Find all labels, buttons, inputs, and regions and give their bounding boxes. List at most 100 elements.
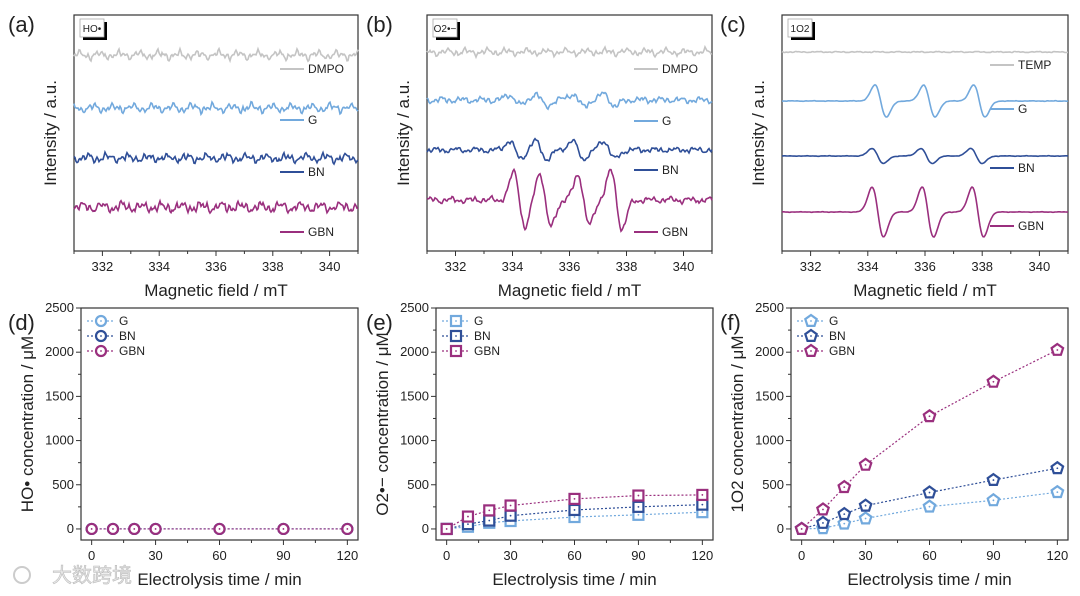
spectrum-g bbox=[426, 91, 713, 111]
panel-e: (e) 0 30 60 90 120 Electrolysis time / min O2•−… bbox=[366, 300, 714, 589]
spectrum-g bbox=[73, 100, 359, 117]
marker-center bbox=[1056, 491, 1059, 494]
marker-center bbox=[800, 528, 803, 530]
y-tick-label: 1500 bbox=[45, 388, 74, 403]
x-tick-label: 336 bbox=[559, 259, 581, 274]
species-tag: O2•− bbox=[432, 18, 460, 40]
marker-center bbox=[928, 491, 931, 494]
watermark-logo-icon bbox=[13, 566, 31, 584]
marker-center bbox=[810, 335, 812, 337]
marker-center bbox=[637, 513, 640, 516]
x-tick-label: 338 bbox=[616, 259, 638, 274]
x-tick-label: 60 bbox=[567, 548, 581, 563]
species-tag-label: O2•− bbox=[434, 24, 457, 35]
marker-center bbox=[100, 335, 102, 337]
panel-label: (f) bbox=[720, 310, 741, 335]
marker-center bbox=[346, 528, 349, 530]
legend-label-bn: BN bbox=[119, 329, 136, 343]
x-tick-label: 338 bbox=[971, 259, 993, 274]
species-tag-label: HO• bbox=[83, 24, 102, 35]
legend-label-bn: BN bbox=[829, 329, 846, 343]
y-tick-label: 500 bbox=[762, 477, 784, 492]
panel-label: (b) bbox=[366, 12, 393, 37]
marker-center bbox=[822, 522, 824, 524]
legend-label-g: G bbox=[119, 314, 128, 328]
panel-b: (b) 332 334 336 338 340 Magnetic field / mT Int… bbox=[366, 12, 713, 300]
x-tick-label: 90 bbox=[986, 548, 1000, 563]
y-axis-label: 1O2 concentration / μM bbox=[728, 335, 747, 512]
legend-label-g: G bbox=[662, 114, 671, 128]
marker-center bbox=[701, 511, 704, 514]
panel-label: (d) bbox=[8, 310, 35, 335]
x-tick-label: 334 bbox=[148, 259, 170, 274]
marker-center bbox=[810, 320, 812, 322]
panel-label: (c) bbox=[720, 12, 746, 37]
y-tick-label: 1500 bbox=[755, 388, 784, 403]
x-tick-label: 0 bbox=[798, 548, 805, 563]
legend-label-temp: TEMP bbox=[1018, 58, 1051, 72]
panel-c: (c) 332 334 336 338 340 Magnetic field / mT Int… bbox=[720, 12, 1069, 300]
x-tick-label: 332 bbox=[800, 259, 822, 274]
panel-label: (a) bbox=[8, 12, 35, 37]
y-axis-label: O2•− concentration / μM bbox=[373, 332, 392, 515]
marker-center bbox=[467, 523, 469, 525]
marker-center bbox=[843, 486, 846, 489]
legend-label-gbn: GBN bbox=[829, 344, 855, 358]
legend-label-g: G bbox=[1018, 102, 1027, 116]
x-tick-label: 60 bbox=[922, 548, 936, 563]
legend-label-gbn: GBN bbox=[474, 344, 500, 358]
marker-center bbox=[864, 504, 867, 507]
watermark-text: 大数跨境 bbox=[52, 564, 132, 587]
marker-center bbox=[445, 528, 448, 530]
marker-center bbox=[701, 494, 704, 496]
marker-center bbox=[455, 350, 457, 352]
legend-label-dmpo: DMPO bbox=[662, 62, 698, 76]
species-tag: HO• bbox=[79, 18, 107, 40]
x-tick-label: 332 bbox=[92, 259, 114, 274]
x-axis-label: Electrolysis time / min bbox=[847, 570, 1011, 589]
x-tick-label: 90 bbox=[276, 548, 290, 563]
marker-center bbox=[573, 516, 576, 518]
spectrum-gbn bbox=[73, 198, 359, 215]
spectrum-gbn bbox=[781, 185, 1068, 238]
y-tick-label: 0 bbox=[67, 521, 74, 536]
spectrum-gbn bbox=[426, 167, 713, 233]
x-axis-label: Magnetic field / mT bbox=[853, 281, 997, 300]
y-tick-label: 1000 bbox=[755, 433, 784, 448]
y-tick-label: 2000 bbox=[755, 344, 784, 359]
marker-center bbox=[843, 513, 846, 516]
x-tick-label: 90 bbox=[631, 548, 645, 563]
x-tick-label: 340 bbox=[673, 259, 695, 274]
marker-center bbox=[864, 517, 867, 520]
marker-center bbox=[928, 415, 931, 418]
marker-center bbox=[488, 509, 491, 512]
marker-center bbox=[573, 509, 576, 511]
marker-center bbox=[701, 503, 704, 506]
marker-center bbox=[810, 350, 812, 352]
legend-label-bn: BN bbox=[308, 165, 325, 179]
x-axis-label: Magnetic field / mT bbox=[498, 281, 642, 300]
x-tick-label: 340 bbox=[319, 259, 341, 274]
marker-center bbox=[455, 320, 457, 322]
marker-center bbox=[509, 504, 512, 507]
marker-center bbox=[455, 335, 457, 337]
x-tick-label: 120 bbox=[336, 548, 358, 563]
marker-center bbox=[864, 463, 867, 466]
legend-label-dmpo: DMPO bbox=[308, 62, 344, 76]
tag-box bbox=[787, 18, 813, 38]
y-tick-label: 2500 bbox=[755, 300, 784, 315]
x-axis-label: Electrolysis time / min bbox=[137, 570, 301, 589]
spectrum-g bbox=[781, 83, 1069, 119]
y-tick-label: 500 bbox=[407, 477, 429, 492]
spectrum-dmpo bbox=[426, 44, 713, 60]
panel-f: (f) 0 30 60 90 120 Electrolysis time / min 1O2 … bbox=[720, 300, 1069, 589]
legend-label-gbn: GBN bbox=[119, 344, 145, 358]
x-tick-label: 332 bbox=[445, 259, 467, 274]
x-tick-label: 30 bbox=[503, 548, 517, 563]
y-tick-label: 500 bbox=[52, 477, 74, 492]
y-tick-label: 1000 bbox=[400, 433, 429, 448]
marker-center bbox=[992, 499, 995, 502]
legend-label-g: G bbox=[308, 113, 317, 127]
marker-center bbox=[133, 528, 136, 530]
